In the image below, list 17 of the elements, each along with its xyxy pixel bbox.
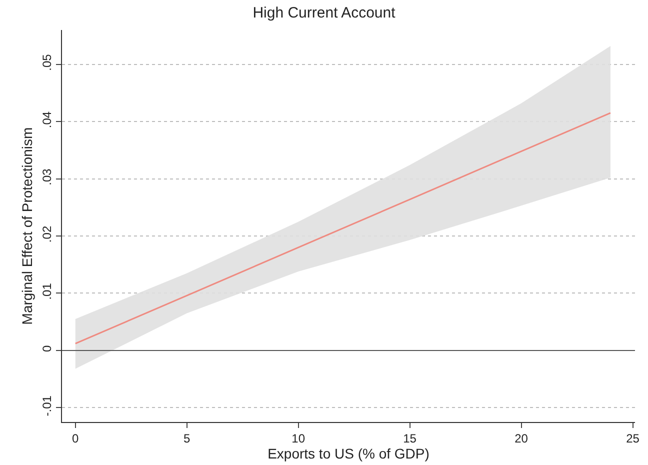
y-tick-label: 0 <box>40 345 54 352</box>
y-tick-label: .04 <box>40 111 54 128</box>
x-tick-label: 15 <box>403 431 417 446</box>
line-series <box>74 112 612 344</box>
y-tick-label: .01 <box>40 282 54 300</box>
y-tick-label: -.01 <box>40 395 54 416</box>
x-tick-label: 5 <box>184 431 191 446</box>
chart-title: High Current Account <box>252 4 396 22</box>
y-tick-label: .05 <box>40 54 54 71</box>
y-tick-label: .03 <box>40 168 54 186</box>
y-axis-title: Marginal Effect of Protectionism <box>18 127 35 325</box>
x-tick-label: 25 <box>626 431 640 446</box>
x-tick-label: 10 <box>292 431 306 446</box>
x-tick-label: 0 <box>72 431 80 446</box>
y-tick-label: .02 <box>40 226 54 243</box>
x-axis-title: Exports to US (% of GDP) <box>268 445 430 462</box>
x-tick-label: 20 <box>514 431 528 446</box>
